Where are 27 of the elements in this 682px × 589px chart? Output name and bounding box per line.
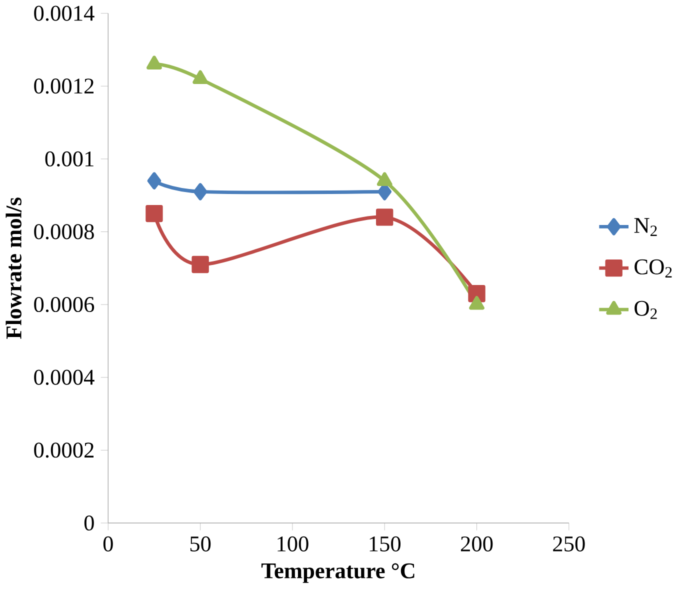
y-tick-label: 0.0002	[34, 442, 94, 458]
x-tick-label: 0	[103, 536, 113, 552]
x-tick-label: 50	[190, 536, 211, 552]
x-axis-title: Temperature °C	[261, 563, 414, 584]
point	[146, 56, 162, 70]
x-tick-label: 250	[553, 536, 585, 552]
y-tick-label: 0.0006	[34, 297, 94, 312]
point	[192, 256, 209, 274]
y-axis-title: Flowrate mol/s	[6, 198, 22, 340]
y-tick-label: 0.0014	[34, 6, 94, 22]
x-tick-label: 150	[370, 536, 401, 552]
point	[376, 208, 394, 226]
point	[376, 172, 392, 186]
point	[192, 70, 208, 84]
y-tick-label: 0.0012	[34, 78, 94, 94]
y-tick-label: 0.0004	[34, 370, 94, 386]
y-tick-label: 0.0008	[34, 224, 94, 240]
legend-label: N$_{2}$	[634, 218, 657, 236]
point	[147, 172, 162, 190]
point	[193, 183, 208, 200]
y-tick-label: 0	[84, 516, 94, 531]
x-tick-label: 100	[278, 536, 308, 552]
x-tick-label: 200	[460, 536, 493, 552]
y-tick-label: 0.001	[45, 152, 94, 167]
legend-label: CO$_{2}$	[634, 260, 672, 278]
point	[146, 205, 163, 222]
legend-label: O$_{2}$	[634, 301, 657, 320]
